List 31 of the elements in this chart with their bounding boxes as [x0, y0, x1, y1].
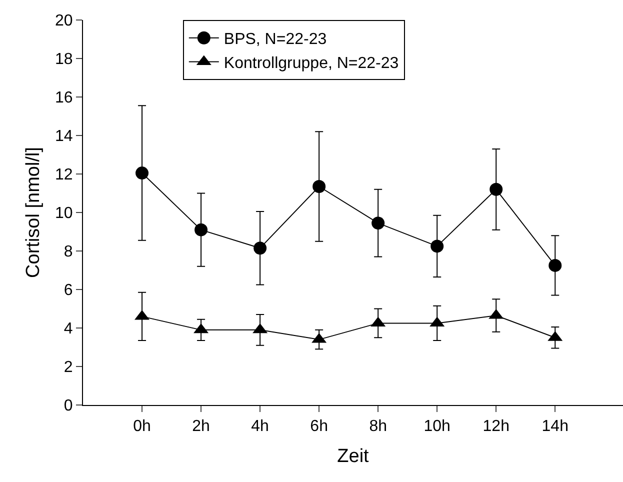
y-tick-label: 0: [64, 398, 73, 415]
x-tick-label: 0h: [133, 418, 151, 436]
x-tick-label: 2h: [192, 418, 210, 436]
y-tick-label: 10: [55, 205, 73, 222]
y-axis-title: Cortisol [nmol/l]: [22, 147, 44, 278]
point: [430, 240, 444, 253]
y-tick-label: 20: [55, 12, 73, 30]
point: [136, 166, 149, 180]
x-tick-label: 14h: [542, 418, 568, 436]
x-tick-label: 10h: [424, 418, 450, 436]
point: [194, 223, 208, 236]
point: [254, 242, 267, 255]
x-tick-label: 8h: [369, 418, 387, 436]
y-tick-label: 6: [64, 282, 73, 300]
x-tick-label: 4h: [251, 418, 269, 436]
point: [490, 182, 503, 196]
y-tick-label: 14: [55, 128, 73, 146]
point: [312, 180, 326, 194]
legend-label: BPS, N=22-23: [224, 31, 327, 48]
point: [548, 258, 562, 272]
point: [372, 216, 385, 230]
y-tick-label: 2: [64, 359, 73, 376]
x-axis-title: Zeit: [337, 446, 370, 467]
x-tick-label: 6h: [310, 418, 328, 436]
x-tick-label: 12h: [482, 418, 510, 436]
y-tick-label: 12: [55, 166, 73, 184]
y-tick-label: 18: [55, 51, 73, 68]
y-tick-label: 16: [55, 90, 73, 107]
y-tick-label: 8: [64, 244, 73, 261]
legend-label: Kontrollgruppe, N=22-23: [224, 54, 399, 72]
y-tick-label: 4: [64, 320, 73, 338]
